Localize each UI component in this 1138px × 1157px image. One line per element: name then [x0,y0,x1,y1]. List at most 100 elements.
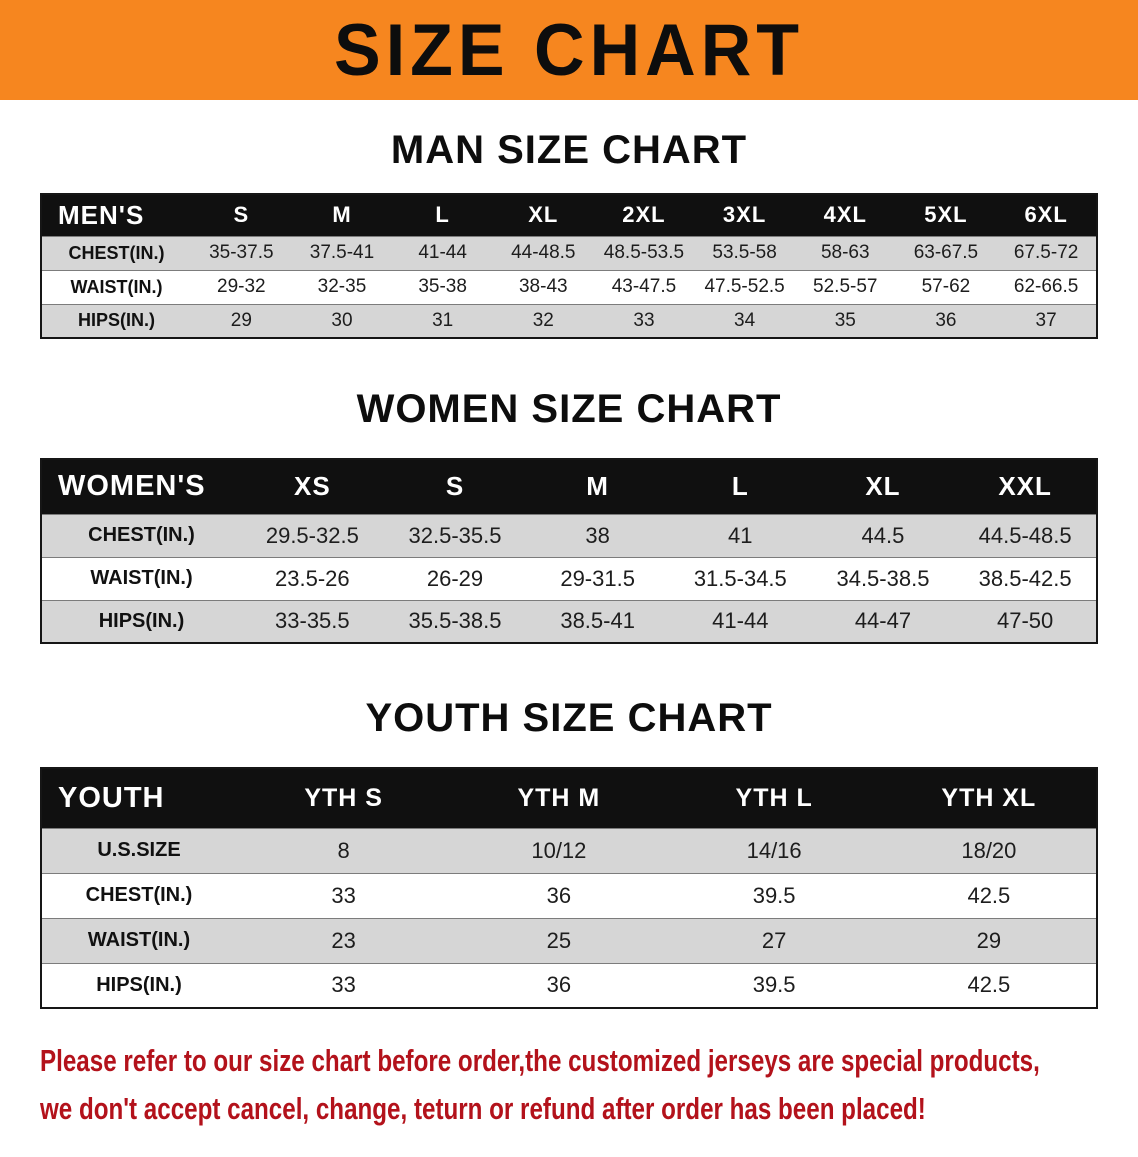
size-value-cell: 31.5-34.5 [668,556,812,600]
size-value-cell: 29.5-32.5 [241,513,384,557]
row-label: CHEST(IN.) [41,513,241,557]
size-value-cell: 44.5-48.5 [954,513,1097,557]
size-value-cell: 36 [895,303,997,338]
size-value-cell: 33 [593,303,695,338]
youth-size-table: YOUTH YTH S YTH M YTH L YTH XL U.S.SIZE 8 10/12… [40,767,1098,1009]
size-value-cell: 48.5-53.5 [593,235,695,270]
row-label: WAIST(IN.) [41,556,241,600]
size-column-header: XL [811,459,955,514]
table-row: HIPS(IN.) 33-35.5 35.5-38.5 38.5-41 41-44 44-… [41,599,1097,643]
size-value-cell: 18/20 [881,827,1097,873]
size-value-cell: 47-50 [954,599,1097,643]
size-value-cell: 26-29 [383,556,527,600]
size-value-cell: 38 [526,513,669,557]
disclaimer: Please refer to our size chart before or… [40,1037,1138,1133]
size-value-cell: 39.5 [666,962,882,1008]
size-value-cell: 38-43 [492,269,594,304]
size-value-cell: 62-66.5 [996,269,1097,304]
size-value-cell: 35-38 [392,269,493,304]
table-row: U.S.SIZE 8 10/12 14/16 18/20 [41,827,1097,873]
size-value-cell: 43-47.5 [593,269,695,304]
row-label: HIPS(IN.) [41,599,241,643]
table-row: WAIST(IN.) 29-32 32-35 35-38 38-43 43-47.5 47.… [41,269,1097,304]
table-row: CHEST(IN.) 33 36 39.5 42.5 [41,872,1097,918]
table-title-cell: YOUTH [41,768,236,828]
size-value-cell: 34 [694,303,795,338]
size-column-header: 5XL [895,194,997,236]
size-value-cell: 38.5-42.5 [954,556,1097,600]
row-label: HIPS(IN.) [41,303,191,338]
size-value-cell: 31 [392,303,493,338]
size-value-cell: 29 [191,303,292,338]
size-value-cell: 29-31.5 [526,556,669,600]
size-value-cell: 36 [451,872,667,918]
size-value-cell: 8 [236,827,452,873]
size-value-cell: 35 [794,303,896,338]
size-column-header: 6XL [996,194,1097,236]
size-column-header: L [668,459,812,514]
size-column-header: XL [492,194,594,236]
disclaimer-line-2: we don't accept cancel, change, teturn o… [40,1091,926,1127]
women-size-table: WOMEN'S XS S M L XL XXL CHEST(IN.) 29.5-32.5 32.5… [40,458,1098,644]
size-value-cell: 29-32 [191,269,292,304]
size-value-cell: 42.5 [881,962,1097,1008]
row-label: WAIST(IN.) [41,917,236,963]
youth-section-heading: YOUTH SIZE CHART [365,696,773,740]
row-label: CHEST(IN.) [41,872,236,918]
size-value-cell: 58-63 [794,235,896,270]
size-chart-banner: SIZE CHART [0,0,1138,100]
men-size-table: MEN'S S M L XL 2XL 3XL 4XL 5XL 6XL CHEST(IN.) 35-37… [40,193,1098,339]
table-row: WAIST(IN.) 23.5-26 26-29 29-31.5 31.5-34.5 34… [41,556,1097,600]
table-row: CHEST(IN.) 29.5-32.5 32.5-35.5 38 41 44.5 44.5… [41,513,1097,557]
size-value-cell: 27 [666,917,882,963]
size-value-cell: 36 [451,962,667,1008]
size-value-cell: 29 [881,917,1097,963]
size-value-cell: 63-67.5 [895,235,997,270]
size-value-cell: 23 [236,917,452,963]
row-label: HIPS(IN.) [41,962,236,1008]
size-column-header: YTH M [451,768,667,828]
size-value-cell: 41-44 [668,599,812,643]
size-value-cell: 47.5-52.5 [694,269,795,304]
size-value-cell: 44-48.5 [492,235,594,270]
table-header-row: MEN'S S M L XL 2XL 3XL 4XL 5XL 6XL [41,194,1097,236]
size-value-cell: 41 [668,513,812,557]
table-header-row: WOMEN'S XS S M L XL XXL [41,459,1097,514]
size-value-cell: 23.5-26 [241,556,384,600]
size-value-cell: 30 [291,303,393,338]
size-value-cell: 35.5-38.5 [383,599,527,643]
women-section-heading: WOMEN SIZE CHART [356,387,782,431]
size-value-cell: 32.5-35.5 [383,513,527,557]
women-size-section: WOMEN SIZE CHART WOMEN'S XS S M L XL XXL CHEST(… [0,339,1138,644]
size-value-cell: 44.5 [811,513,955,557]
size-column-header: XS [241,459,384,514]
size-value-cell: 32-35 [291,269,393,304]
size-value-cell: 25 [451,917,667,963]
size-column-header: M [526,459,669,514]
table-title-cell: WOMEN'S [41,459,241,514]
size-column-header: YTH S [236,768,452,828]
size-value-cell: 37 [996,303,1097,338]
size-value-cell: 10/12 [451,827,667,873]
table-title-cell: MEN'S [41,194,191,236]
size-column-header: YTH XL [881,768,1097,828]
size-value-cell: 53.5-58 [694,235,795,270]
men-size-section: MAN SIZE CHART MEN'S S M L XL 2XL 3XL 4XL 5XL 6XL… [0,100,1138,339]
size-value-cell: 34.5-38.5 [811,556,955,600]
row-label: U.S.SIZE [41,827,236,873]
disclaimer-line-1: Please refer to our size chart before or… [40,1043,1040,1078]
size-column-header: 4XL [794,194,896,236]
row-label: WAIST(IN.) [41,269,191,304]
size-column-header: S [383,459,527,514]
size-value-cell: 14/16 [666,827,882,873]
youth-size-section: YOUTH SIZE CHART YOUTH YTH S YTH M YTH L YTH… [0,644,1138,1009]
size-value-cell: 44-47 [811,599,955,643]
banner-title: SIZE CHART [334,9,804,91]
size-column-header: YTH L [666,768,882,828]
size-value-cell: 52.5-57 [794,269,896,304]
table-row: HIPS(IN.) 33 36 39.5 42.5 [41,962,1097,1008]
table-header-row: YOUTH YTH S YTH M YTH L YTH XL [41,768,1097,828]
size-column-header: M [291,194,393,236]
table-row: CHEST(IN.) 35-37.5 37.5-41 41-44 44-48.5 48.5… [41,235,1097,270]
